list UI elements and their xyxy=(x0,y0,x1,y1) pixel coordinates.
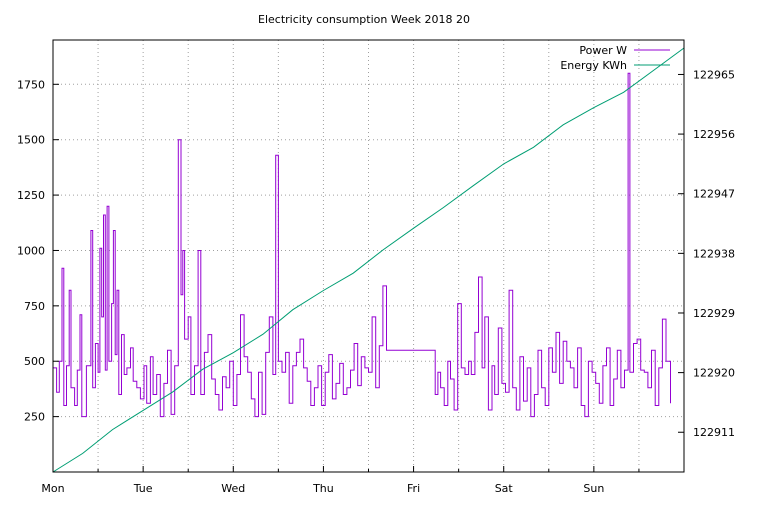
y-right-tick-label: 122911 xyxy=(693,426,735,439)
legend-label-energy-kwh: Energy KWh xyxy=(560,59,627,72)
series-lines xyxy=(52,47,685,473)
y-left-tick-label: 250 xyxy=(24,411,45,424)
x-tick-label: Thu xyxy=(312,482,334,495)
axis-ticks: 250 500 750 1000 1250 1500 1750 122911 122920 122… xyxy=(17,68,735,495)
y-left-tick-label: 1000 xyxy=(17,244,45,257)
x-tick-label: Sun xyxy=(583,482,604,495)
y-right-tick-label: 122920 xyxy=(693,367,735,380)
x-tick-label: Wed xyxy=(221,482,245,495)
legend-label-power-w: Power W xyxy=(579,44,627,57)
y-left-tick-label: 1250 xyxy=(17,189,45,202)
y-right-tick-label: 122956 xyxy=(693,128,735,141)
y-right-tick-label: 122929 xyxy=(693,307,735,320)
legend: Power W Energy KWh xyxy=(560,44,670,72)
series-line-power-w xyxy=(53,72,671,418)
y-right-tick-label: 122938 xyxy=(693,247,735,260)
y-left-tick-label: 750 xyxy=(24,300,45,313)
y-left-tick-label: 1500 xyxy=(17,134,45,147)
y-left-tick-label: 500 xyxy=(24,355,45,368)
y-left-tick-label: 1750 xyxy=(17,78,45,91)
chart-title: Electricity consumption Week 2018 20 xyxy=(258,13,470,26)
series-line-energy-kwh xyxy=(52,47,685,473)
y-right-tick-label: 122965 xyxy=(693,68,735,81)
x-tick-label: Fri xyxy=(407,482,420,495)
x-tick-label: Sat xyxy=(495,482,514,495)
x-tick-label: Tue xyxy=(133,482,153,495)
x-tick-label: Mon xyxy=(41,482,64,495)
y-right-tick-label: 122947 xyxy=(693,188,735,201)
